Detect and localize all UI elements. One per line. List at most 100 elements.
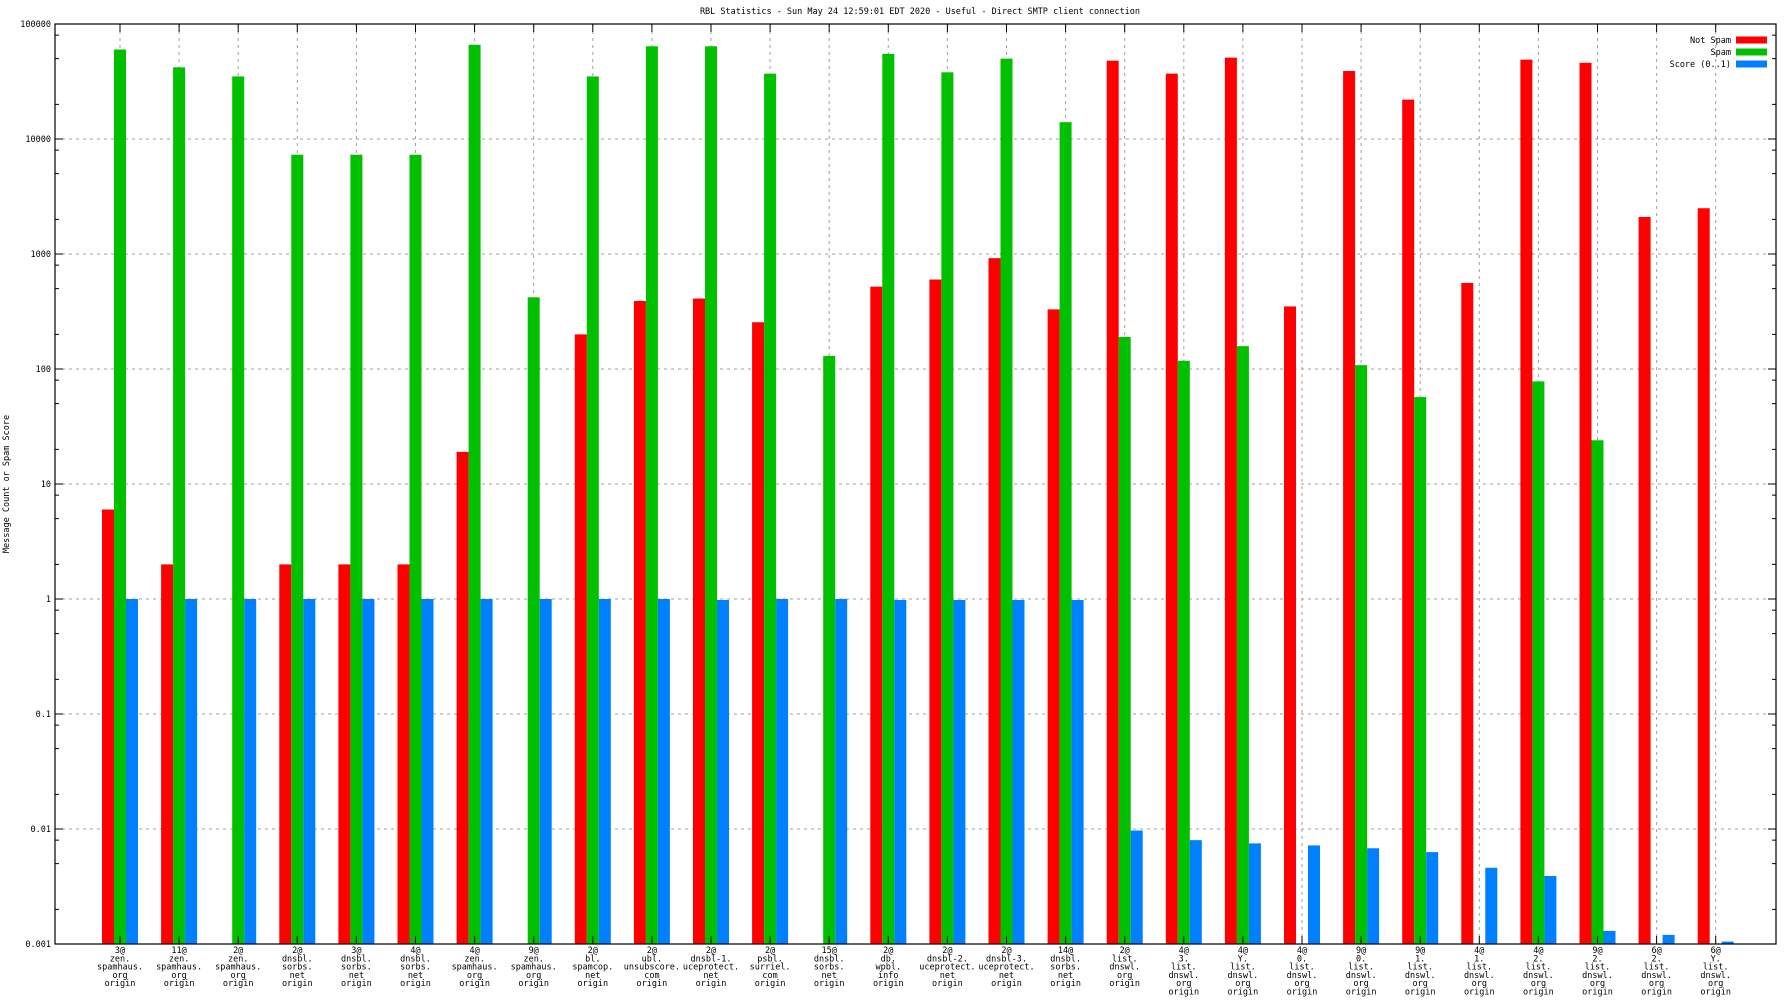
bar-not-spam <box>693 298 705 944</box>
bar-score <box>1426 852 1439 944</box>
legend-label: Score (0..1) <box>1670 60 1731 70</box>
x-tick-label-line: dnsbl. <box>341 954 372 964</box>
x-tick-label-line: dnswl. <box>1523 971 1554 981</box>
bar-not-spam <box>633 301 646 944</box>
bar-score <box>539 599 552 944</box>
bar-not-spam <box>161 564 174 944</box>
x-tick-label-line: zen. <box>228 954 248 964</box>
x-tick-label-line: origin <box>341 979 372 989</box>
y-tick-label: 0.01 <box>31 825 51 835</box>
x-tick-label-line: 1. <box>1415 954 1425 964</box>
legend: Not Spam Spam Score (0..1) <box>1670 36 1767 70</box>
bar-spam <box>586 76 599 944</box>
y-axis-label: Message Count or Spam Score <box>2 415 12 553</box>
y-tick-label: 1 <box>46 595 51 605</box>
bar-spam <box>1059 122 1072 945</box>
x-tick-label-line: dnswl. <box>1287 971 1318 981</box>
x-tick-label-line: list. <box>1171 963 1197 973</box>
x-axis-labels: 3@zen.spamhaus.orgorigin11@zen.spamhaus.… <box>97 946 1731 998</box>
bar-spam <box>764 73 777 944</box>
x-tick-label-line: origin <box>932 979 963 989</box>
x-tick-label-line: list. <box>1585 963 1611 973</box>
x-tick-label-line: org <box>1649 979 1664 989</box>
x-tick-label-line: 6@ <box>1651 946 1661 956</box>
x-tick-label-line: 9@ <box>1356 946 1366 956</box>
y-tick-label: 10 <box>41 480 51 490</box>
x-tick-label-line: org <box>526 971 541 981</box>
bar-spam <box>823 355 836 945</box>
x-tick-label-line: spamhaus. <box>156 963 202 973</box>
bar-score <box>1367 848 1380 944</box>
legend-swatch <box>1736 48 1767 56</box>
x-tick-label-line: dnsbl. <box>1050 954 1081 964</box>
bar-not-spam <box>1106 60 1119 945</box>
bar-not-spam <box>1520 59 1533 945</box>
x-tick-label-line: 2. <box>1592 954 1602 964</box>
bar-not-spam <box>1638 216 1651 945</box>
x-tick-label-line: net <box>822 971 837 981</box>
x-tick-label-line: zen. <box>464 954 484 964</box>
x-tick-label-line: origin <box>282 979 313 989</box>
y-tick-label: 100000 <box>20 20 51 30</box>
x-tick-label-line: wpbl. <box>876 963 902 973</box>
bar-not-spam <box>338 564 351 944</box>
x-tick-label-line: 2. <box>1533 954 1543 964</box>
x-tick-label-line: 4@ <box>469 946 479 956</box>
bar-not-spam <box>574 334 587 944</box>
bar-not-spam <box>397 564 410 944</box>
x-tick-label-line: uceprotect. <box>919 963 975 973</box>
x-tick-label-line: org <box>1590 979 1605 989</box>
x-tick-label-line: list. <box>1644 963 1670 973</box>
y-tick-label: 0.1 <box>36 710 51 720</box>
x-tick-label-line: 3. <box>1179 954 1189 964</box>
x-tick-label-line: list. <box>1526 963 1552 973</box>
x-tick-label-line: list. <box>1467 963 1493 973</box>
x-tick-label-line: ubl. <box>642 954 662 964</box>
bar-spam <box>1118 336 1131 944</box>
x-tick-label-line: 4@ <box>1297 946 1307 956</box>
x-tick-label-line: 4@ <box>1474 946 1484 956</box>
x-tick-label-line: list. <box>1348 963 1374 973</box>
x-tick-label-line: org <box>1235 979 1250 989</box>
x-tick-label-line: 4@ <box>410 946 420 956</box>
x-tick-label-line: unsubscore. <box>624 963 680 973</box>
x-tick-label-line: Y. <box>1711 954 1721 964</box>
x-tick-label-line: net <box>585 971 600 981</box>
x-tick-label-line: origin <box>1346 988 1377 998</box>
x-tick-label-line: dnswl. <box>1641 971 1672 981</box>
x-tick-label-line: 2@ <box>883 946 893 956</box>
x-tick-label-line: psbl. <box>757 954 783 964</box>
bar-score <box>303 599 316 944</box>
bar-spam <box>232 76 245 944</box>
bar-spam <box>882 53 895 945</box>
x-tick-label-line: origin <box>577 979 608 989</box>
x-tick-label-line: dnswl. <box>1168 971 1199 981</box>
x-tick-label-line: origin <box>814 979 845 989</box>
x-tick-label-line: dnswl. <box>1464 971 1495 981</box>
x-tick-label-line: list. <box>1230 963 1256 973</box>
x-tick-label-line: origin <box>696 979 727 989</box>
x-tick-label-line: org <box>171 971 186 981</box>
x-tick-label-line: 9@ <box>529 946 539 956</box>
x-tick-label-line: spamhaus. <box>215 963 261 973</box>
bar-not-spam <box>752 322 765 944</box>
x-tick-label-line: 0. <box>1297 954 1307 964</box>
bar-score <box>953 600 966 944</box>
x-tick-label-line: org <box>1176 979 1191 989</box>
x-tick-label-line: origin <box>873 979 904 989</box>
bar-spam <box>1355 365 1368 945</box>
x-tick-label-line: origin <box>518 979 549 989</box>
x-tick-label-line: 9@ <box>1592 946 1602 956</box>
x-tick-label-line: origin <box>1109 979 1140 989</box>
x-tick-label-line: 2@ <box>647 946 657 956</box>
plot-border <box>54 23 1777 945</box>
bar-spam <box>350 154 363 944</box>
x-tick-label-line: origin <box>637 979 668 989</box>
